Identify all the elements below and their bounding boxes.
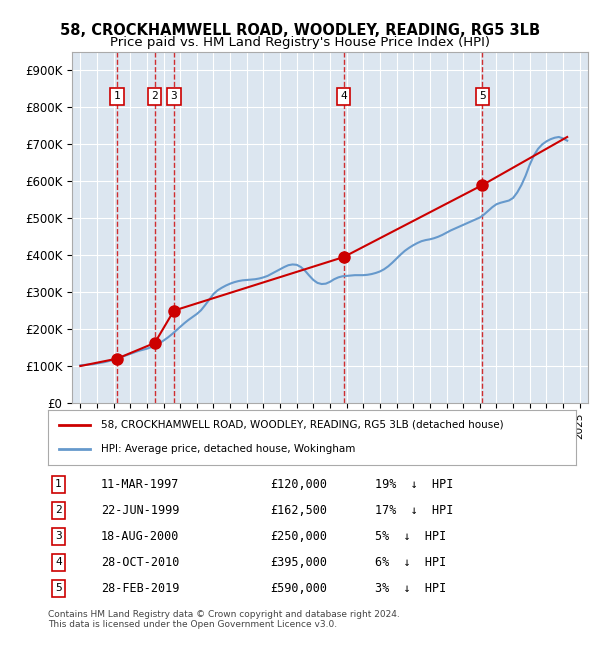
- Text: £120,000: £120,000: [270, 478, 327, 491]
- Text: Contains HM Land Registry data © Crown copyright and database right 2024.
This d: Contains HM Land Registry data © Crown c…: [48, 610, 400, 629]
- Text: 22-JUN-1999: 22-JUN-1999: [101, 504, 179, 517]
- Text: 5%  ↓  HPI: 5% ↓ HPI: [376, 530, 446, 543]
- Text: 2: 2: [55, 505, 62, 515]
- Text: 4: 4: [340, 92, 347, 101]
- Text: 1: 1: [55, 479, 62, 489]
- Text: 17%  ↓  HPI: 17% ↓ HPI: [376, 504, 454, 517]
- Text: 6%  ↓  HPI: 6% ↓ HPI: [376, 556, 446, 569]
- Text: £162,500: £162,500: [270, 504, 327, 517]
- Text: £395,000: £395,000: [270, 556, 327, 569]
- Text: 3: 3: [55, 531, 62, 541]
- Text: 19%  ↓  HPI: 19% ↓ HPI: [376, 478, 454, 491]
- Text: £590,000: £590,000: [270, 582, 327, 595]
- Text: 3: 3: [170, 92, 177, 101]
- Text: 28-FEB-2019: 28-FEB-2019: [101, 582, 179, 595]
- Text: Price paid vs. HM Land Registry's House Price Index (HPI): Price paid vs. HM Land Registry's House …: [110, 36, 490, 49]
- Text: 5: 5: [479, 92, 486, 101]
- Text: 58, CROCKHAMWELL ROAD, WOODLEY, READING, RG5 3LB: 58, CROCKHAMWELL ROAD, WOODLEY, READING,…: [60, 23, 540, 38]
- Text: 1: 1: [113, 92, 121, 101]
- Text: 5: 5: [55, 583, 62, 593]
- Text: 18-AUG-2000: 18-AUG-2000: [101, 530, 179, 543]
- Text: 2: 2: [151, 92, 158, 101]
- Text: £250,000: £250,000: [270, 530, 327, 543]
- Text: 28-OCT-2010: 28-OCT-2010: [101, 556, 179, 569]
- Text: 11-MAR-1997: 11-MAR-1997: [101, 478, 179, 491]
- Text: HPI: Average price, detached house, Wokingham: HPI: Average price, detached house, Woki…: [101, 445, 355, 454]
- Text: 58, CROCKHAMWELL ROAD, WOODLEY, READING, RG5 3LB (detached house): 58, CROCKHAMWELL ROAD, WOODLEY, READING,…: [101, 420, 503, 430]
- Text: 3%  ↓  HPI: 3% ↓ HPI: [376, 582, 446, 595]
- Text: 4: 4: [55, 557, 62, 567]
